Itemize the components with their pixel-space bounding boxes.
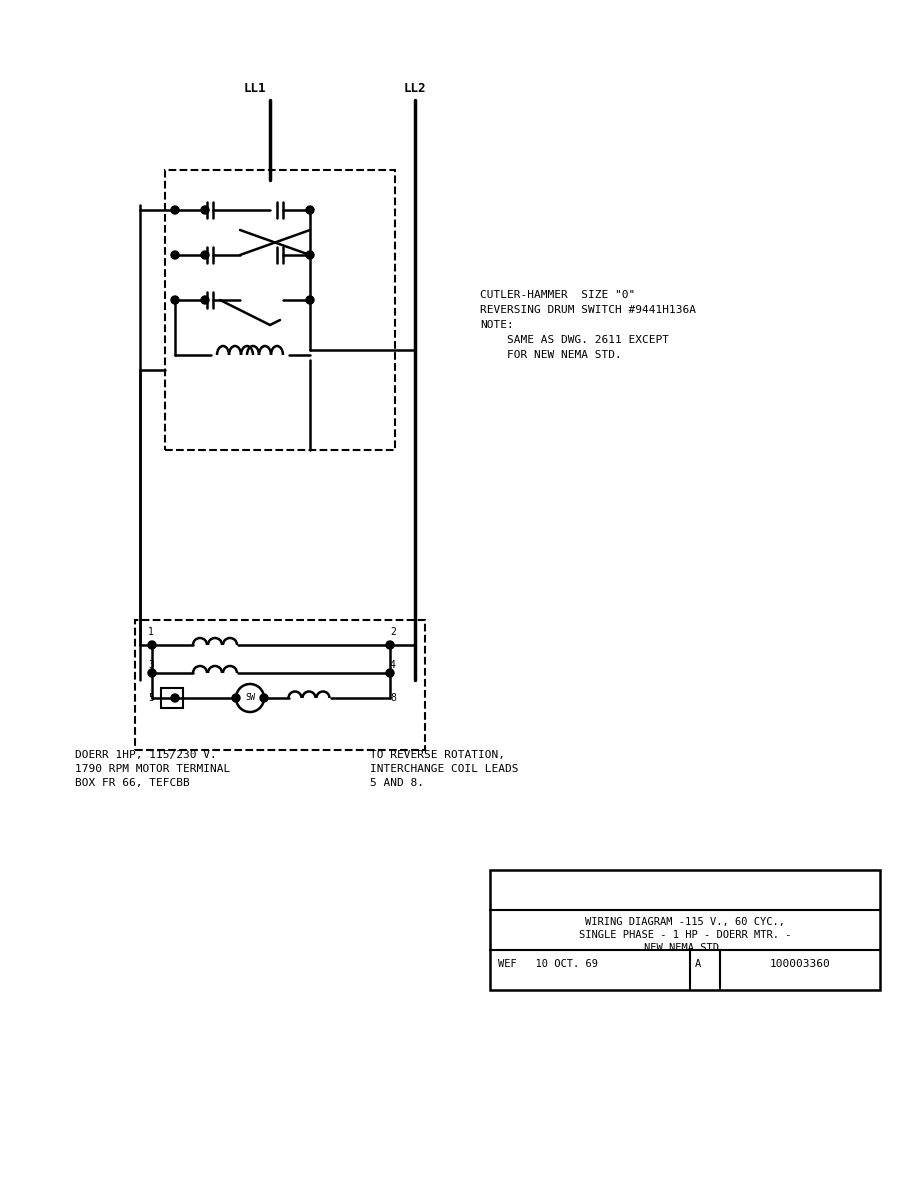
Circle shape (171, 296, 179, 304)
Text: TO REVERSE ROTATION,: TO REVERSE ROTATION, (370, 750, 505, 760)
Text: 3: 3 (148, 661, 154, 670)
Text: SAME AS DWG. 2611 EXCEPT: SAME AS DWG. 2611 EXCEPT (480, 335, 669, 345)
Circle shape (306, 251, 314, 259)
Text: REVERSING DRUM SWITCH #9441H136A: REVERSING DRUM SWITCH #9441H136A (480, 305, 696, 315)
Bar (490, 870, 880, 990)
Text: 8: 8 (390, 693, 396, 703)
Circle shape (148, 642, 156, 649)
Bar (161, 688, 183, 708)
Text: NOTE:: NOTE: (480, 320, 514, 330)
Circle shape (232, 694, 240, 702)
Text: DOERR 1HP, 115/230 V.: DOERR 1HP, 115/230 V. (75, 750, 217, 760)
Circle shape (201, 296, 209, 304)
Circle shape (201, 206, 209, 214)
Bar (135, 620, 425, 750)
Circle shape (386, 669, 394, 677)
Text: 100003360: 100003360 (769, 959, 831, 969)
Text: SW: SW (245, 694, 255, 702)
Text: SINGLE PHASE - 1 HP - DOERR MTR. -: SINGLE PHASE - 1 HP - DOERR MTR. - (578, 930, 791, 940)
Circle shape (386, 642, 394, 649)
Text: 1: 1 (148, 627, 154, 637)
Text: FOR NEW NEMA STD.: FOR NEW NEMA STD. (480, 350, 621, 360)
Text: LL2: LL2 (404, 82, 426, 95)
Circle shape (148, 669, 156, 677)
Text: WEF   10 OCT. 69: WEF 10 OCT. 69 (498, 959, 598, 969)
Circle shape (306, 296, 314, 304)
Text: 1790 RPM MOTOR TERMINAL: 1790 RPM MOTOR TERMINAL (75, 764, 230, 775)
Circle shape (171, 694, 179, 702)
Text: WIRING DIAGRAM -115 V., 60 CYC.,: WIRING DIAGRAM -115 V., 60 CYC., (585, 917, 785, 927)
Circle shape (260, 694, 268, 702)
Circle shape (201, 251, 209, 259)
Text: CUTLER-HAMMER  SIZE "0": CUTLER-HAMMER SIZE "0" (480, 290, 635, 301)
Text: LL1: LL1 (244, 82, 266, 95)
Text: INTERCHANGE COIL LEADS: INTERCHANGE COIL LEADS (370, 764, 519, 775)
Text: 5 AND 8.: 5 AND 8. (370, 778, 424, 788)
Circle shape (171, 206, 179, 214)
Text: 2: 2 (390, 627, 396, 637)
Circle shape (306, 206, 314, 214)
Text: 4: 4 (390, 661, 396, 670)
Circle shape (171, 251, 179, 259)
Bar (165, 170, 395, 450)
Text: 5: 5 (148, 693, 154, 703)
Text: BOX FR 66, TEFCBB: BOX FR 66, TEFCBB (75, 778, 190, 788)
Text: A: A (695, 959, 701, 969)
Text: NEW NEMA STD.: NEW NEMA STD. (644, 943, 725, 953)
